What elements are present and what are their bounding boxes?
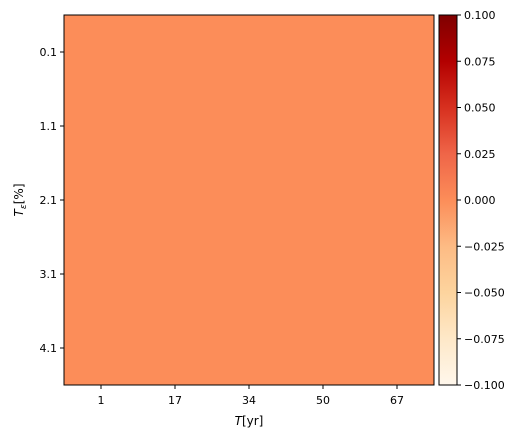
y-tick-label: 2.1 — [40, 194, 58, 207]
colorbar-tick-label: −0.100 — [464, 379, 505, 392]
colorbar-tick-label: −0.050 — [464, 287, 505, 300]
colorbar-axis: 0.100 0.075 0.050 0.025 0.000 −0.025 −0.050 −0.… — [457, 9, 505, 392]
colorbar — [438, 14, 458, 386]
y-axis-label-sub: ε — [19, 204, 29, 209]
heatmap-cell — [64, 15, 434, 385]
colorbar-tick-label: 0.100 — [464, 9, 496, 22]
x-axis-label: T[yr] — [235, 414, 264, 428]
colorbar-tick-label: −0.075 — [464, 333, 505, 346]
y-axis-label: Tε[%] — [12, 184, 29, 217]
colorbar-tick-label: 0.050 — [464, 102, 496, 115]
x-tick-label: 17 — [168, 394, 182, 407]
y-axis-label-unit: [%] — [12, 184, 26, 205]
colorbar-tick-label: 0.075 — [464, 55, 496, 68]
x-tick-label: 1 — [98, 394, 105, 407]
x-axis-label-symbol: T — [235, 414, 244, 428]
y-tick-label: 4.1 — [40, 342, 58, 355]
y-axis-label-symbol: T — [12, 207, 26, 216]
x-tick-label: 50 — [316, 394, 330, 407]
colorbar-tick-label: −0.025 — [464, 240, 505, 253]
colorbar-tick-label: 0.000 — [464, 194, 496, 207]
y-tick-label: 1.1 — [40, 120, 58, 133]
x-tick-label: 34 — [242, 394, 256, 407]
x-axis: 1 17 34 50 67 — [98, 385, 404, 407]
x-axis-label-unit: [yr] — [242, 414, 263, 428]
x-tick-label: 67 — [390, 394, 404, 407]
y-tick-label: 0.1 — [40, 46, 58, 59]
y-tick-label: 3.1 — [40, 268, 58, 281]
colorbar-tick-label: 0.025 — [464, 148, 496, 161]
y-axis: 0.1 1.1 2.1 3.1 4.1 — [40, 46, 64, 355]
